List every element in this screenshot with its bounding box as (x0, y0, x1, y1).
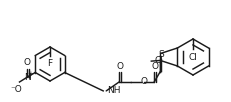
Text: S: S (158, 50, 164, 59)
Text: O: O (141, 77, 148, 86)
Text: O: O (24, 58, 31, 67)
Text: O: O (117, 62, 124, 71)
Text: +: + (27, 72, 33, 78)
Text: O: O (152, 62, 159, 71)
Text: Cl: Cl (154, 56, 163, 65)
Text: Cl: Cl (188, 53, 198, 62)
Text: F: F (47, 59, 53, 68)
Text: N: N (24, 73, 31, 81)
Text: NH: NH (107, 86, 121, 95)
Text: ⁻O: ⁻O (11, 85, 22, 94)
